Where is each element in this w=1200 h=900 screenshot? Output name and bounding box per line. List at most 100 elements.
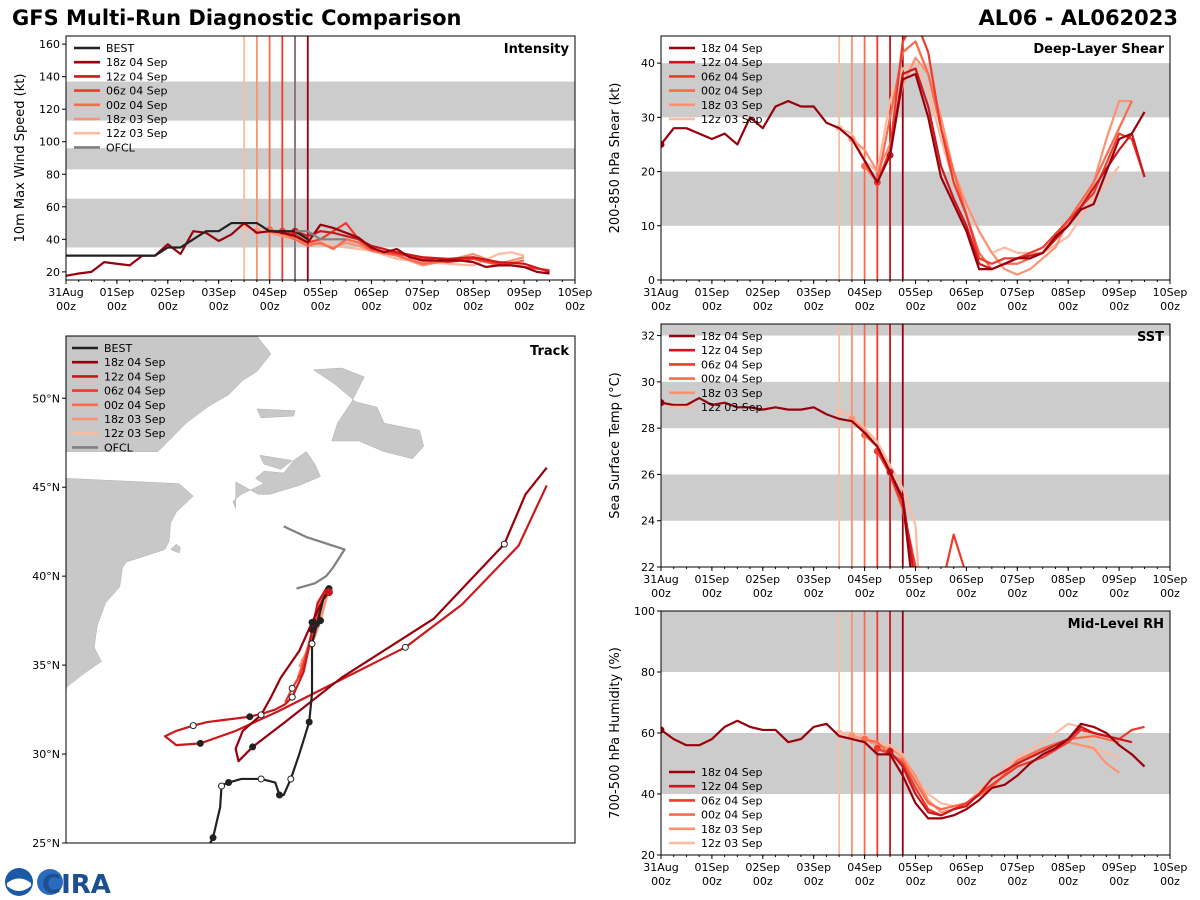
shear-xtick-label: 00z <box>906 300 926 313</box>
rh-xtick-label: 07Sep <box>1000 861 1035 874</box>
sst-xtick-label: 31Aug <box>643 573 678 586</box>
intensity-xtick-label: 00z <box>260 300 280 313</box>
track-position-marker <box>246 713 254 721</box>
intensity-legend-label: 18z 04 Sep <box>106 56 168 69</box>
intensity-xtick-label: 06Sep <box>354 286 389 299</box>
sst-legend-label: 18z 03 Sep <box>701 387 763 400</box>
intensity-band <box>66 81 575 121</box>
track-best-marker <box>287 775 295 783</box>
sst-legend-label: 12z 04 Sep <box>701 344 763 357</box>
track-lat-label: 35°N <box>32 659 60 672</box>
intensity-ytick-label: 140 <box>39 71 60 84</box>
intensity-xtick-label: 04Sep <box>252 286 287 299</box>
rh-xtick-label: 00z <box>957 875 977 888</box>
sst-legend-label: 12z 03 Sep <box>701 401 763 414</box>
sst-plot-area <box>661 324 1170 567</box>
rh-legend-label: 00z 04 Sep <box>701 809 763 822</box>
rh-legend-label: 18z 04 Sep <box>701 766 763 779</box>
track-title: Track <box>530 344 569 359</box>
shear-xtick-label: 00z <box>1007 300 1027 313</box>
track-position-marker <box>401 643 409 651</box>
shear-xtick-label: 00z <box>855 300 875 313</box>
track-position-marker <box>196 739 204 747</box>
intensity-xtick-label: 05Sep <box>303 286 338 299</box>
track-frame <box>65 335 576 844</box>
shear-xtick-label: 00z <box>753 300 773 313</box>
sst-legend-label: 00z 04 Sep <box>701 373 763 386</box>
sst-xtick-label: 02Sep <box>745 573 780 586</box>
rh-ytick-label: 100 <box>634 605 655 618</box>
rh-xtick-label: 08Sep <box>1051 861 1086 874</box>
track-position-marker <box>308 618 316 626</box>
intensity-xtick-label: 00z <box>463 300 483 313</box>
intensity-ytick-label: 100 <box>39 136 60 149</box>
intensity-legend-label: 12z 03 Sep <box>106 127 168 140</box>
intensity-legend-label: OFCL <box>106 141 136 154</box>
track-lat-label: 30°N <box>32 748 60 761</box>
intensity-xtick-label: 07Sep <box>405 286 440 299</box>
sst-ytick-label: 22 <box>641 561 655 574</box>
intensity-best-line <box>66 221 309 257</box>
rh-xtick-label: 10Sep <box>1153 861 1188 874</box>
sst-legend-label: 18z 04 Sep <box>701 330 763 343</box>
storm-id: AL06 - AL062023 <box>978 6 1179 30</box>
rh-xtick-label: 06Sep <box>949 861 984 874</box>
track-position-marker <box>189 722 197 730</box>
land-polygon <box>259 454 293 470</box>
shear-xtick-label: 01Sep <box>695 286 730 299</box>
rh-xtick-label: 03Sep <box>796 861 831 874</box>
sst-xtick-label: 01Sep <box>695 573 730 586</box>
intensity-xtick-label: 10Sep <box>558 286 593 299</box>
shear-xtick-label: 06Sep <box>949 286 984 299</box>
sst-ytick-label: 24 <box>641 515 655 528</box>
land-polygon <box>312 367 424 460</box>
track-legend-label: BEST <box>104 342 132 355</box>
shear-xtick-label: 03Sep <box>796 286 831 299</box>
land-polygon <box>66 478 194 691</box>
sst-xtick-label: 05Sep <box>898 573 933 586</box>
rh-ytick-label: 60 <box>641 727 655 740</box>
shear-xtick-label: 05Sep <box>898 286 933 299</box>
track-legend-label: 06z 04 Sep <box>104 385 166 398</box>
sst-xtick-label: 00z <box>1109 587 1129 600</box>
rh-legend-label: 18z 03 Sep <box>701 823 763 836</box>
shear-xtick-label: 00z <box>702 300 722 313</box>
track-legend-label: 18z 03 Sep <box>104 413 166 426</box>
track-position-marker <box>288 693 296 701</box>
noaa-bird-icon <box>7 878 31 891</box>
shear-xtick-label: 09Sep <box>1102 286 1137 299</box>
track-lat-label: 25°N <box>32 837 60 850</box>
intensity-xtick-label: 08Sep <box>456 286 491 299</box>
sst-xtick-label: 00z <box>906 587 926 600</box>
rh-band <box>661 611 1170 672</box>
sst-xtick-label: 10Sep <box>1153 573 1188 586</box>
intensity-xtick-label: 00z <box>412 300 432 313</box>
track-legend-label: 00z 04 Sep <box>104 399 166 412</box>
rh-xtick-label: 00z <box>1007 875 1027 888</box>
sst-xtick-label: 00z <box>957 587 977 600</box>
shear-init-marker <box>661 140 665 148</box>
shear-ytick-label: 0 <box>648 274 655 287</box>
land-polygon <box>256 408 296 419</box>
track-series-line <box>234 466 548 763</box>
shear-legend-label: 12z 04 Sep <box>701 56 763 69</box>
shear-band <box>661 63 1170 118</box>
track-best-marker <box>257 775 265 783</box>
rh-ytick-label: 80 <box>641 666 655 679</box>
rh-xtick-label: 00z <box>753 875 773 888</box>
shear-ylabel: 200-850 hPa Shear (kt) <box>608 83 623 234</box>
shear-legend-label: 18z 03 Sep <box>701 99 763 112</box>
rh-xtick-label: 02Sep <box>745 861 780 874</box>
intensity-xtick-label: 00z <box>362 300 382 313</box>
rh-panel: 31Aug00z01Sep00z02Sep00z03Sep00z04Sep00z… <box>608 605 1187 888</box>
intensity-title: Intensity <box>504 42 570 57</box>
land-polygon <box>66 336 272 452</box>
shear-xtick-label: 07Sep <box>1000 286 1035 299</box>
track-best-marker <box>275 791 283 799</box>
sst-xtick-label: 00z <box>855 587 875 600</box>
shear-ytick-label: 30 <box>641 111 655 124</box>
track-plot-area <box>66 336 548 843</box>
intensity-ofcl-line <box>295 230 346 241</box>
intensity-series-line <box>282 221 550 272</box>
